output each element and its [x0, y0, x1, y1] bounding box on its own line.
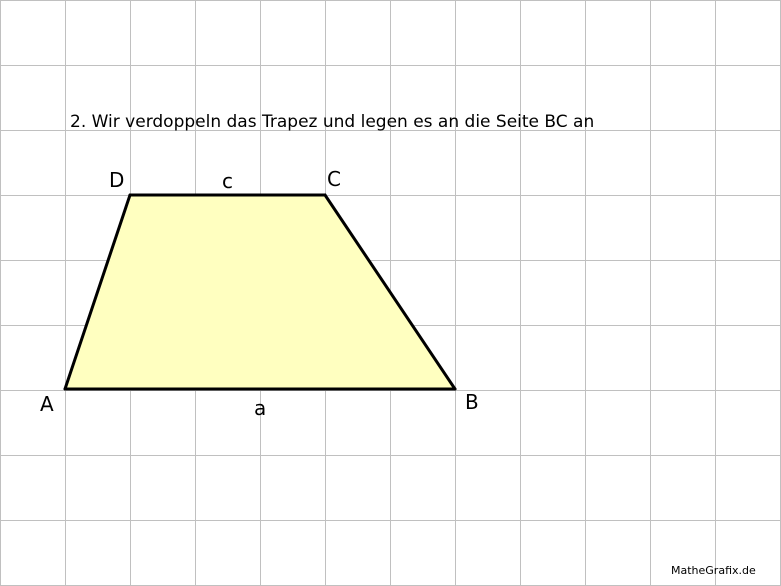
side-label-a: a: [254, 396, 266, 420]
credit-text: MatheGrafix.de: [671, 564, 756, 577]
vertex-label-c: C: [327, 167, 341, 191]
trapezoid-fill: [65, 195, 455, 389]
side-da: [63, 193, 132, 391]
vertex-label-d: D: [109, 168, 124, 192]
vertex-label-b: B: [465, 390, 479, 414]
side-bc: [323, 193, 457, 391]
caption-text: 2. Wir verdoppeln das Trapez und legen e…: [70, 112, 594, 132]
side-label-c: c: [222, 169, 233, 193]
vertex-label-a: A: [40, 392, 54, 416]
